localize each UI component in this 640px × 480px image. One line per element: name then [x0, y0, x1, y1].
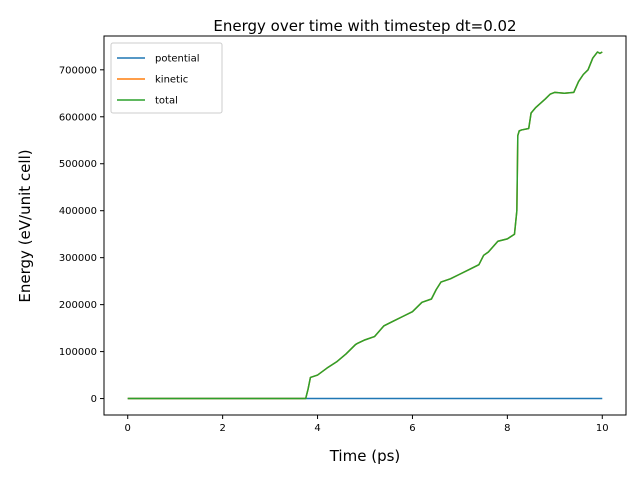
series-line-total [127, 51, 603, 400]
legend-label-kinetic: kinetic [155, 75, 188, 86]
y-tick-label: 400000 [59, 206, 97, 217]
chart-title: Energy over time with timestep dt=0.02 [213, 17, 516, 35]
x-tick-label: 6 [409, 423, 415, 434]
x-axis-label: Time (ps) [329, 447, 401, 465]
y-tick-label: 0 [91, 394, 97, 405]
series-layer [127, 51, 603, 400]
x-tick-label: 8 [504, 423, 510, 434]
legend-label-potential: potential [155, 54, 199, 65]
x-tick-label: 2 [219, 423, 225, 434]
y-tick-label: 200000 [59, 300, 97, 311]
x-tick-label: 0 [125, 423, 131, 434]
y-axis-label: Energy (eV/unit cell) [16, 149, 34, 302]
y-axis-ticks: 0 100000 200000 300000 400000 500000 600000 700… [59, 65, 104, 405]
y-tick-label: 700000 [59, 65, 97, 76]
legend-box [110, 42, 223, 114]
plot-area [103, 35, 627, 416]
legend-label-total: total [155, 96, 178, 107]
x-tick-label: 10 [596, 423, 609, 434]
legend: potential kinetic total [110, 42, 223, 114]
y-tick-label: 500000 [59, 159, 97, 170]
axes-frame [103, 35, 627, 416]
x-tick-label: 4 [314, 423, 320, 434]
x-axis-ticks: 0 2 4 6 8 10 [125, 415, 609, 434]
y-tick-label: 300000 [59, 253, 97, 264]
y-tick-label: 600000 [59, 112, 97, 123]
y-tick-label: 100000 [59, 347, 97, 358]
